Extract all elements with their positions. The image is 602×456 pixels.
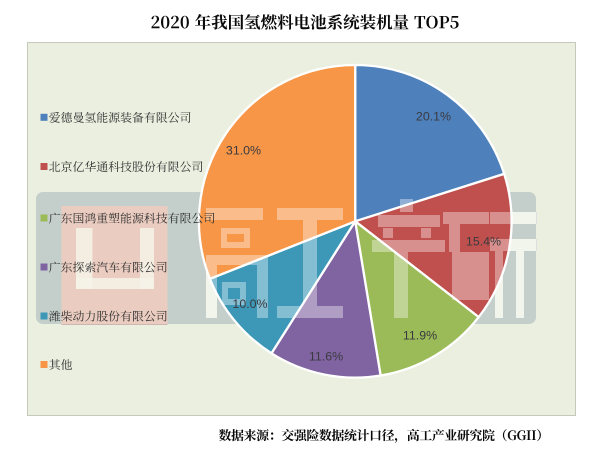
svg-text:10.0%: 10.0% [232, 297, 267, 311]
svg-text:15.4%: 15.4% [466, 235, 501, 249]
svg-text:20.1%: 20.1% [416, 110, 451, 124]
svg-text:11.9%: 11.9% [403, 329, 437, 343]
svg-text:31.0%: 31.0% [226, 144, 261, 158]
svg-text:11.6%: 11.6% [309, 350, 343, 364]
